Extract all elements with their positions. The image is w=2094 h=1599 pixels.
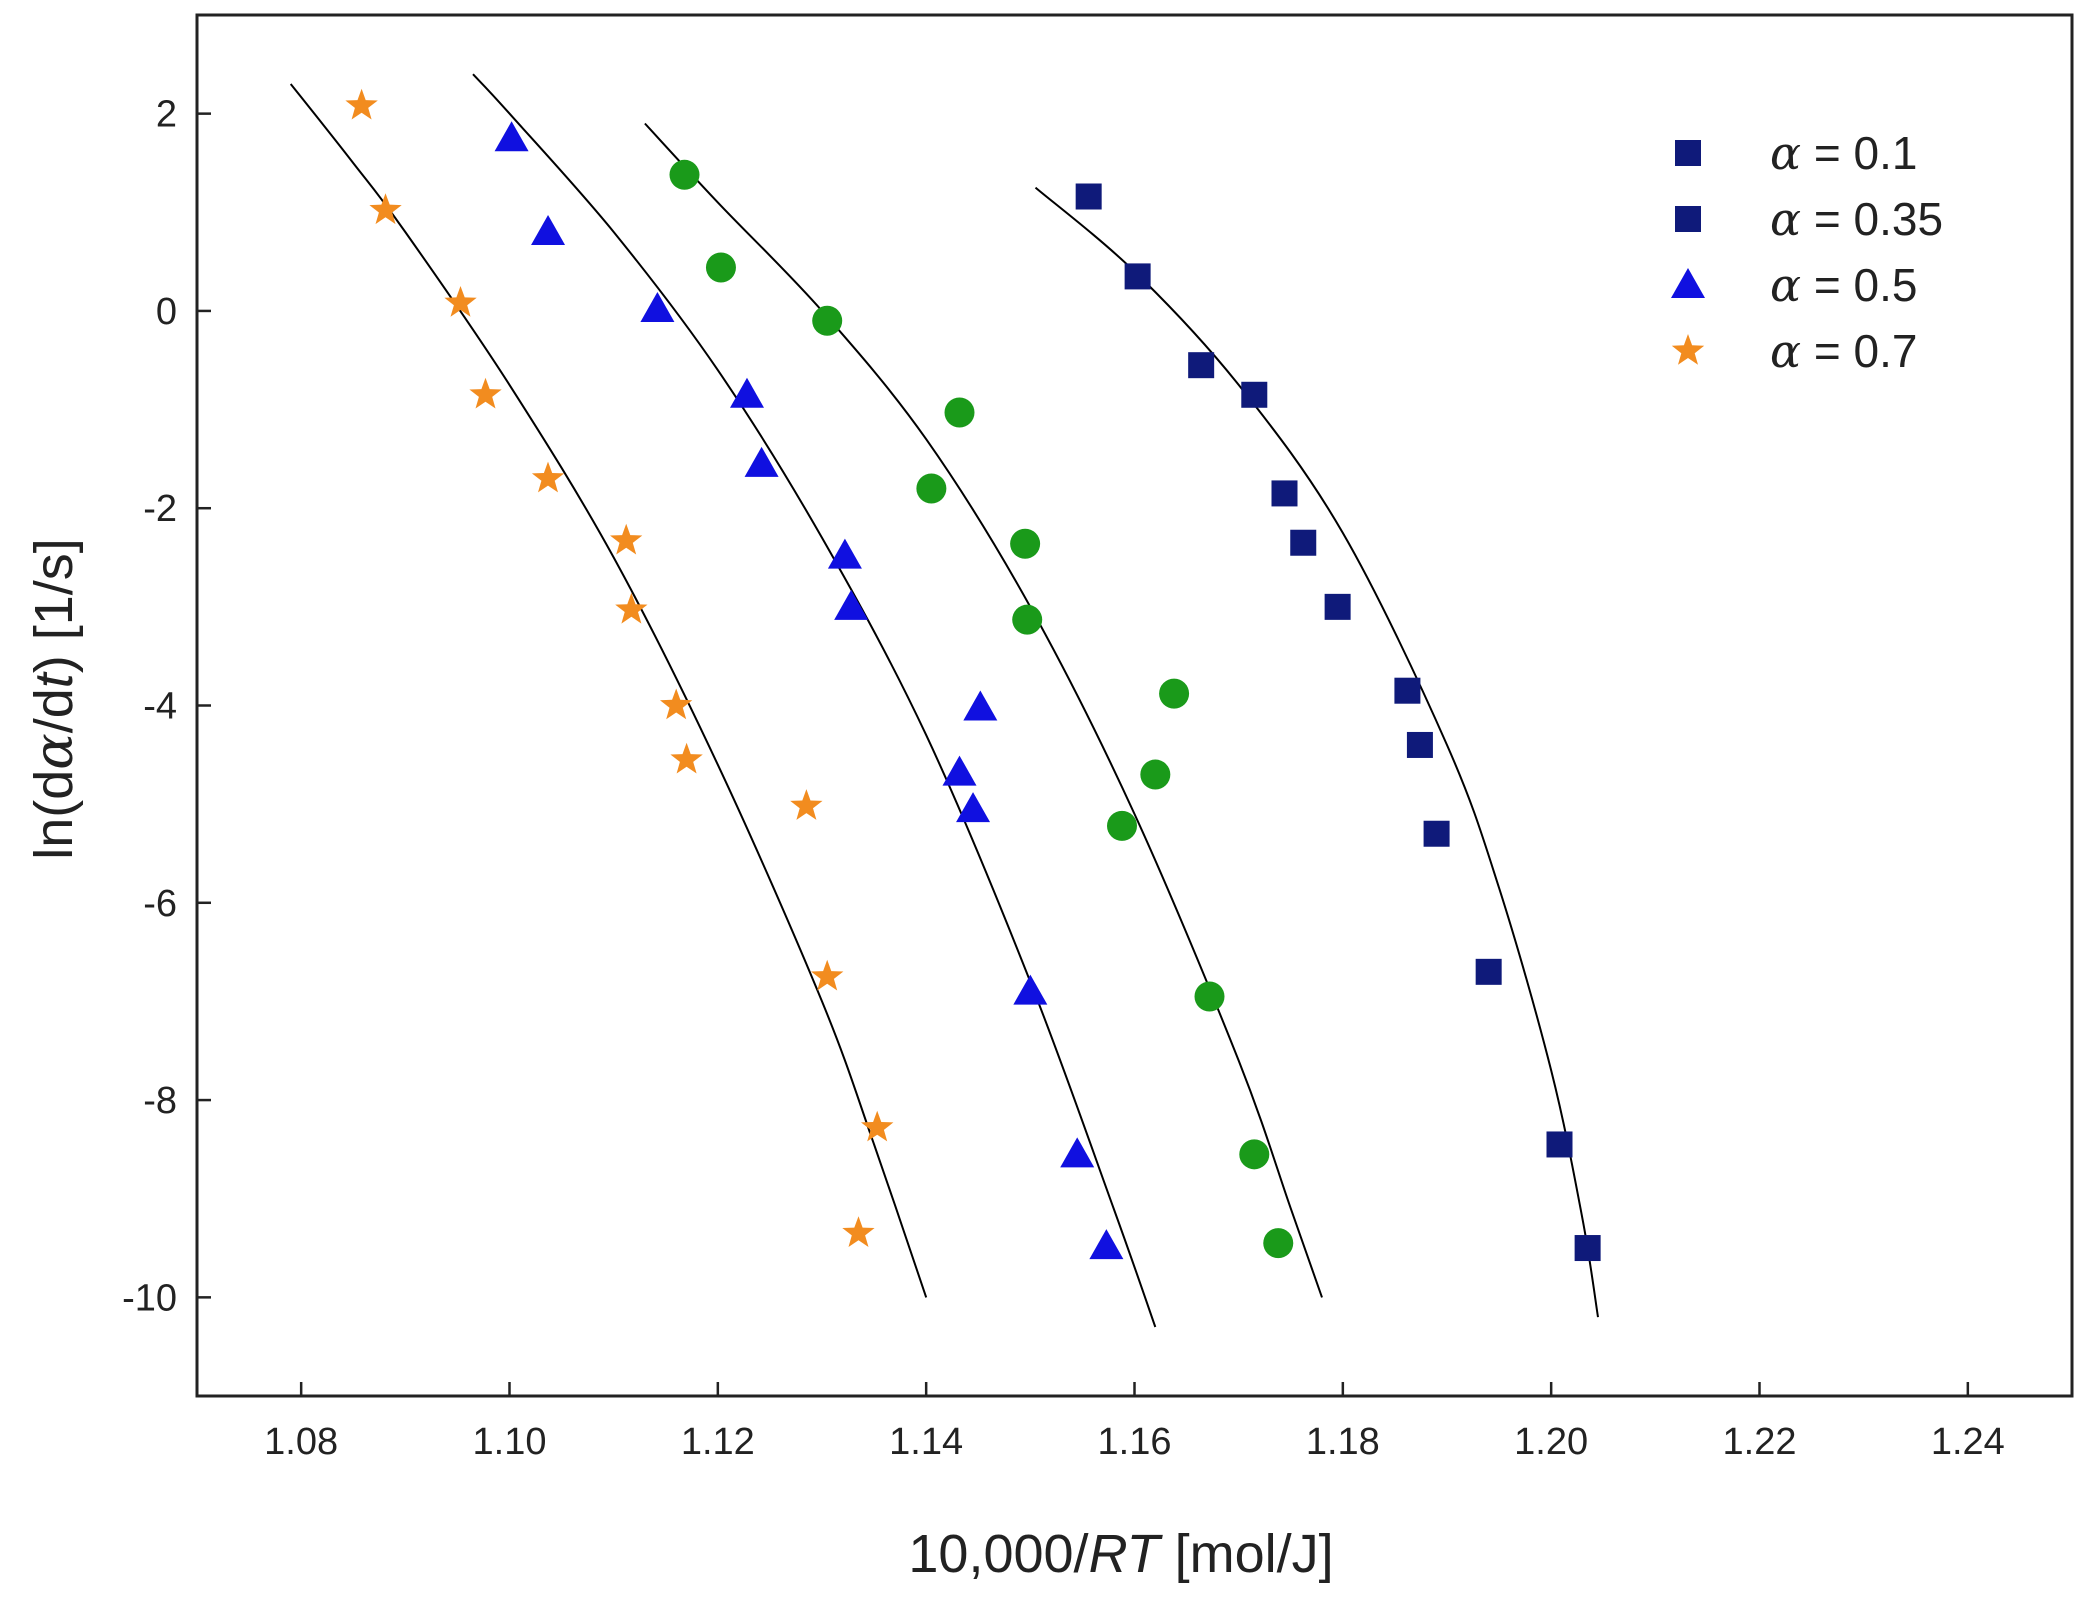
data-point-square <box>1423 820 1450 847</box>
y-axis-title: ln(dα/dt) [1/s] <box>22 538 85 860</box>
x-tick-label: 1.08 <box>264 1421 338 1463</box>
data-point-circle <box>1263 1228 1294 1259</box>
data-point-square <box>1271 480 1298 507</box>
legend-symbol-triangle <box>1671 268 1705 298</box>
data-point-triangle <box>640 291 675 322</box>
data-point-square <box>1394 677 1421 704</box>
data-point-square <box>1406 731 1433 758</box>
data-point-triangle <box>730 377 764 408</box>
data-point-circle <box>1012 604 1043 635</box>
legend-symbol-star <box>1671 334 1705 365</box>
y-tick-label: -2 <box>143 488 177 530</box>
data-point-star <box>610 523 643 555</box>
x-axis-title: 10,000/RT [mol/J] <box>908 1524 1333 1584</box>
fit-curve-star <box>289 83 928 1298</box>
legend-label: α = 0.7 <box>1770 324 1917 378</box>
data-point-star <box>811 959 844 991</box>
data-point-triangle <box>1089 1229 1124 1260</box>
y-tick-label: 2 <box>156 94 177 136</box>
axis-ticks: 1.08 1.10 1.12 1.14 1.16 1.18 1.20 1.22 1.24 2 0 -2… <box>122 94 2005 1463</box>
data-point-square <box>1188 352 1215 379</box>
data-point-triangle <box>531 215 566 246</box>
data-point-triangle <box>942 755 977 786</box>
data-point-star <box>790 789 823 820</box>
data-point-square <box>1546 1131 1573 1158</box>
x-tick-label: 1.20 <box>1514 1421 1588 1463</box>
data-point-triangle <box>956 792 991 823</box>
data-point-circle <box>812 305 843 336</box>
data-point-square <box>1324 593 1351 620</box>
x-tick-label: 1.10 <box>473 1421 547 1463</box>
data-point-star <box>861 1110 894 1142</box>
legend-label: α = 0.5 <box>1770 258 1917 312</box>
legend: α = 0.1 α = 0.35 α = 0.5 α = 0.7 <box>1671 126 1943 378</box>
data-point-circle <box>1194 981 1225 1012</box>
data-point-circle <box>669 159 700 190</box>
data-point-circle <box>1159 678 1190 709</box>
data-point-star <box>660 688 693 720</box>
x-tick-label: 1.24 <box>1931 1421 2005 1463</box>
data-point-square <box>1574 1235 1601 1262</box>
x-tick-label: 1.12 <box>681 1421 755 1463</box>
legend-symbol-square <box>1675 140 1701 166</box>
data-markers <box>345 88 1601 1262</box>
x-tick-label: 1.22 <box>1723 1421 1797 1463</box>
data-point-square <box>1290 529 1317 556</box>
y-tick-label: -8 <box>143 1080 177 1122</box>
y-tick-label: 0 <box>156 291 177 333</box>
data-point-star <box>369 193 402 225</box>
x-tick-label: 1.14 <box>889 1421 963 1463</box>
data-point-square <box>1075 183 1102 210</box>
data-point-circle <box>1107 810 1137 841</box>
data-point-star <box>345 88 378 120</box>
data-point-circle <box>705 252 736 283</box>
legend-symbol-square <box>1675 206 1701 232</box>
data-point-star <box>615 592 648 624</box>
y-tick-label: -10 <box>122 1277 177 1319</box>
data-point-circle <box>916 473 947 504</box>
data-point-triangle <box>1060 1137 1095 1168</box>
x-tick-label: 1.18 <box>1306 1421 1380 1463</box>
data-point-square <box>1124 263 1151 290</box>
fit-curve-square <box>1034 186 1599 1318</box>
data-point-square <box>1475 958 1502 985</box>
x-tick-label: 1.16 <box>1098 1421 1172 1463</box>
data-point-triangle <box>494 121 529 152</box>
data-point-star <box>670 742 703 774</box>
data-point-circle <box>1010 528 1041 559</box>
data-point-circle <box>1239 1139 1270 1170</box>
data-point-triangle <box>963 690 998 721</box>
y-tick-label: -4 <box>143 686 177 728</box>
fit-curve-triangle <box>472 73 1157 1328</box>
legend-label: α = 0.1 <box>1770 126 1917 180</box>
data-point-triangle <box>1013 974 1048 1005</box>
data-point-circle <box>1140 759 1171 790</box>
legend-label: α = 0.35 <box>1770 192 1943 246</box>
data-point-star <box>531 461 565 493</box>
data-point-triangle <box>834 589 869 620</box>
data-point-star <box>842 1216 875 1247</box>
data-point-triangle <box>827 538 862 569</box>
data-point-star <box>469 377 502 409</box>
data-point-circle <box>944 397 975 428</box>
y-tick-label: -6 <box>143 883 177 925</box>
data-point-triangle <box>744 446 779 477</box>
data-point-star <box>444 286 477 317</box>
data-point-square <box>1241 381 1268 408</box>
